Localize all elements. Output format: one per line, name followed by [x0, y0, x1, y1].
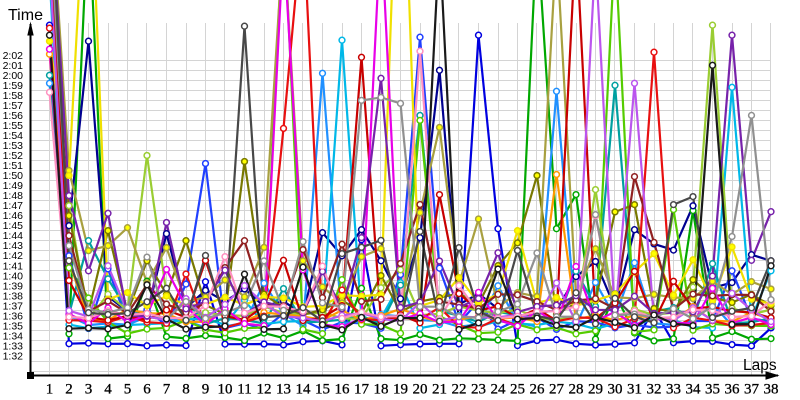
svg-text:1:35: 1:35 [3, 320, 24, 332]
svg-text:1: 1 [46, 382, 54, 398]
svg-text:15: 15 [315, 382, 330, 398]
svg-text:2:00: 2:00 [3, 70, 24, 82]
svg-text:37: 37 [744, 382, 760, 398]
svg-text:1:48: 1:48 [3, 190, 24, 202]
svg-text:32: 32 [647, 382, 662, 398]
svg-text:1:37: 1:37 [3, 300, 24, 312]
svg-text:1:49: 1:49 [3, 180, 24, 192]
svg-text:1:41: 1:41 [3, 260, 24, 272]
svg-text:2: 2 [65, 382, 73, 398]
svg-text:1:44: 1:44 [3, 230, 24, 242]
svg-text:11: 11 [237, 382, 251, 398]
svg-text:7: 7 [163, 382, 171, 398]
svg-text:1:47: 1:47 [3, 200, 24, 212]
svg-text:1:52: 1:52 [3, 150, 24, 162]
svg-text:1:46: 1:46 [3, 210, 24, 222]
svg-text:1:51: 1:51 [3, 160, 24, 172]
svg-text:1:45: 1:45 [3, 220, 24, 232]
svg-text:1:43: 1:43 [3, 240, 24, 252]
svg-text:23: 23 [471, 382, 486, 398]
svg-text:27: 27 [549, 382, 565, 398]
svg-text:14: 14 [296, 382, 312, 398]
svg-text:13: 13 [276, 382, 291, 398]
svg-text:30: 30 [608, 382, 623, 398]
svg-text:35: 35 [705, 382, 720, 398]
svg-text:1:58: 1:58 [3, 90, 24, 102]
svg-text:8: 8 [182, 382, 190, 398]
svg-text:4: 4 [104, 382, 112, 398]
svg-text:26: 26 [530, 382, 546, 398]
svg-text:2:02: 2:02 [3, 50, 24, 62]
svg-text:21: 21 [432, 382, 447, 398]
svg-text:1:55: 1:55 [3, 120, 24, 132]
svg-text:3: 3 [85, 382, 93, 398]
svg-text:29: 29 [588, 382, 603, 398]
svg-text:1:33: 1:33 [3, 341, 24, 353]
svg-text:10: 10 [218, 382, 233, 398]
svg-text:9: 9 [202, 382, 210, 398]
svg-text:Time: Time [8, 7, 43, 24]
svg-text:16: 16 [335, 382, 351, 398]
svg-text:36: 36 [725, 382, 741, 398]
svg-text:25: 25 [510, 382, 525, 398]
svg-text:5: 5 [124, 382, 132, 398]
svg-text:18: 18 [374, 382, 389, 398]
svg-text:17: 17 [354, 382, 370, 398]
svg-text:1:56: 1:56 [3, 110, 24, 122]
svg-text:33: 33 [666, 382, 681, 398]
svg-text:1:38: 1:38 [3, 290, 24, 302]
svg-text:1:53: 1:53 [3, 140, 24, 152]
svg-text:12: 12 [257, 382, 272, 398]
svg-text:19: 19 [393, 382, 408, 398]
svg-text:6: 6 [143, 382, 151, 398]
svg-text:1:39: 1:39 [3, 280, 24, 292]
svg-text:28: 28 [569, 382, 584, 398]
svg-text:38: 38 [764, 382, 779, 398]
svg-text:1:54: 1:54 [3, 130, 24, 142]
svg-text:24: 24 [491, 382, 507, 398]
svg-text:22: 22 [452, 382, 467, 398]
svg-text:2:01: 2:01 [3, 60, 24, 72]
svg-text:34: 34 [686, 382, 702, 398]
svg-text:Laps: Laps [743, 357, 777, 374]
svg-text:20: 20 [413, 382, 428, 398]
svg-text:1:59: 1:59 [3, 80, 24, 92]
svg-text:1:32: 1:32 [3, 351, 24, 363]
svg-text:1:36: 1:36 [3, 310, 24, 322]
svg-text:1:34: 1:34 [3, 330, 24, 342]
svg-text:1:40: 1:40 [3, 270, 24, 282]
svg-text:1:57: 1:57 [3, 100, 24, 112]
svg-text:1:42: 1:42 [3, 250, 24, 262]
svg-text:1:50: 1:50 [3, 170, 24, 182]
svg-text:31: 31 [627, 382, 642, 398]
